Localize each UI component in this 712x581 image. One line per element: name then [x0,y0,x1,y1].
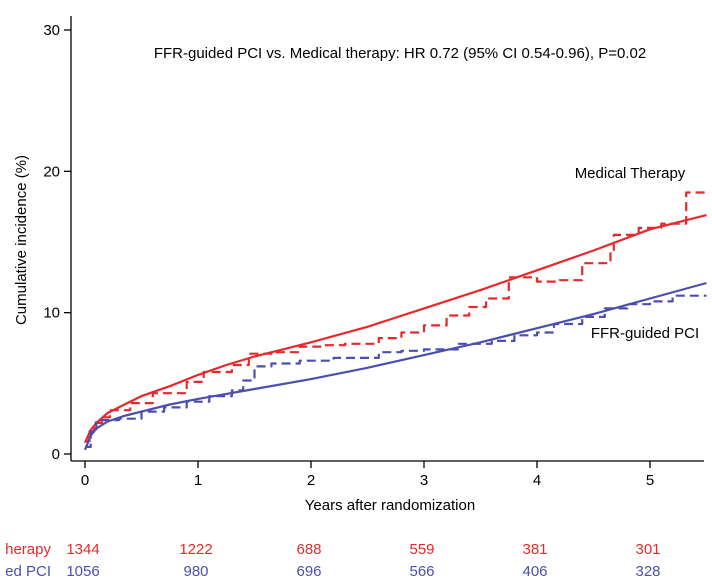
x-tick-label: 3 [420,472,428,489]
y-tick-label: 20 [43,163,60,180]
x-tick-label: 5 [646,472,654,489]
at-risk-row-label-medical: herapy [5,541,51,558]
series-label-medical: Medical Therapy [575,165,686,182]
series-line-medical-dashed [85,191,707,443]
at-risk-corner-mark: : [0,516,1,533]
at-risk-value-medical: 381 [522,541,547,558]
x-tick-label: 1 [194,472,202,489]
x-tick-label: 2 [307,472,315,489]
at-risk-value-medical: 301 [635,541,660,558]
at-risk-row-label-ffr: ed PCI [5,563,51,580]
at-risk-value-ffr: 566 [409,563,434,580]
at-risk-value-ffr: 696 [296,563,321,580]
at-risk-value-medical: 559 [409,541,434,558]
y-tick-label: 30 [43,22,60,39]
at-risk-value-medical: 688 [296,541,321,558]
at-risk-value-ffr: 1056 [66,563,99,580]
plot-area: 0 10 20 30 0 1 2 3 4 5 Medical Therapy FFR-guided P… [0,16,707,580]
at-risk-value-ffr: 980 [183,563,208,580]
y-tick-label: 10 [43,305,60,322]
at-risk-value-ffr: 406 [522,563,547,580]
y-axis-label: Cumulative incidence (%) [13,155,30,325]
at-risk-value-medical: 1344 [66,541,99,558]
x-tick-label: 4 [533,472,541,489]
series-line-ffr-dashed [85,294,707,448]
series-label-ffr: FFR-guided PCI [591,325,699,342]
at-risk-value-ffr: 328 [635,563,660,580]
at-risk-value-medical: 1222 [179,541,212,558]
series-line-medical-solid [83,214,707,444]
x-axis-label: Years after randomization [305,497,475,514]
y-tick-label: 0 [52,446,60,463]
x-tick-label: 0 [81,472,89,489]
chart-annotation: FFR-guided PCI vs. Medical therapy: HR 0… [154,45,646,62]
